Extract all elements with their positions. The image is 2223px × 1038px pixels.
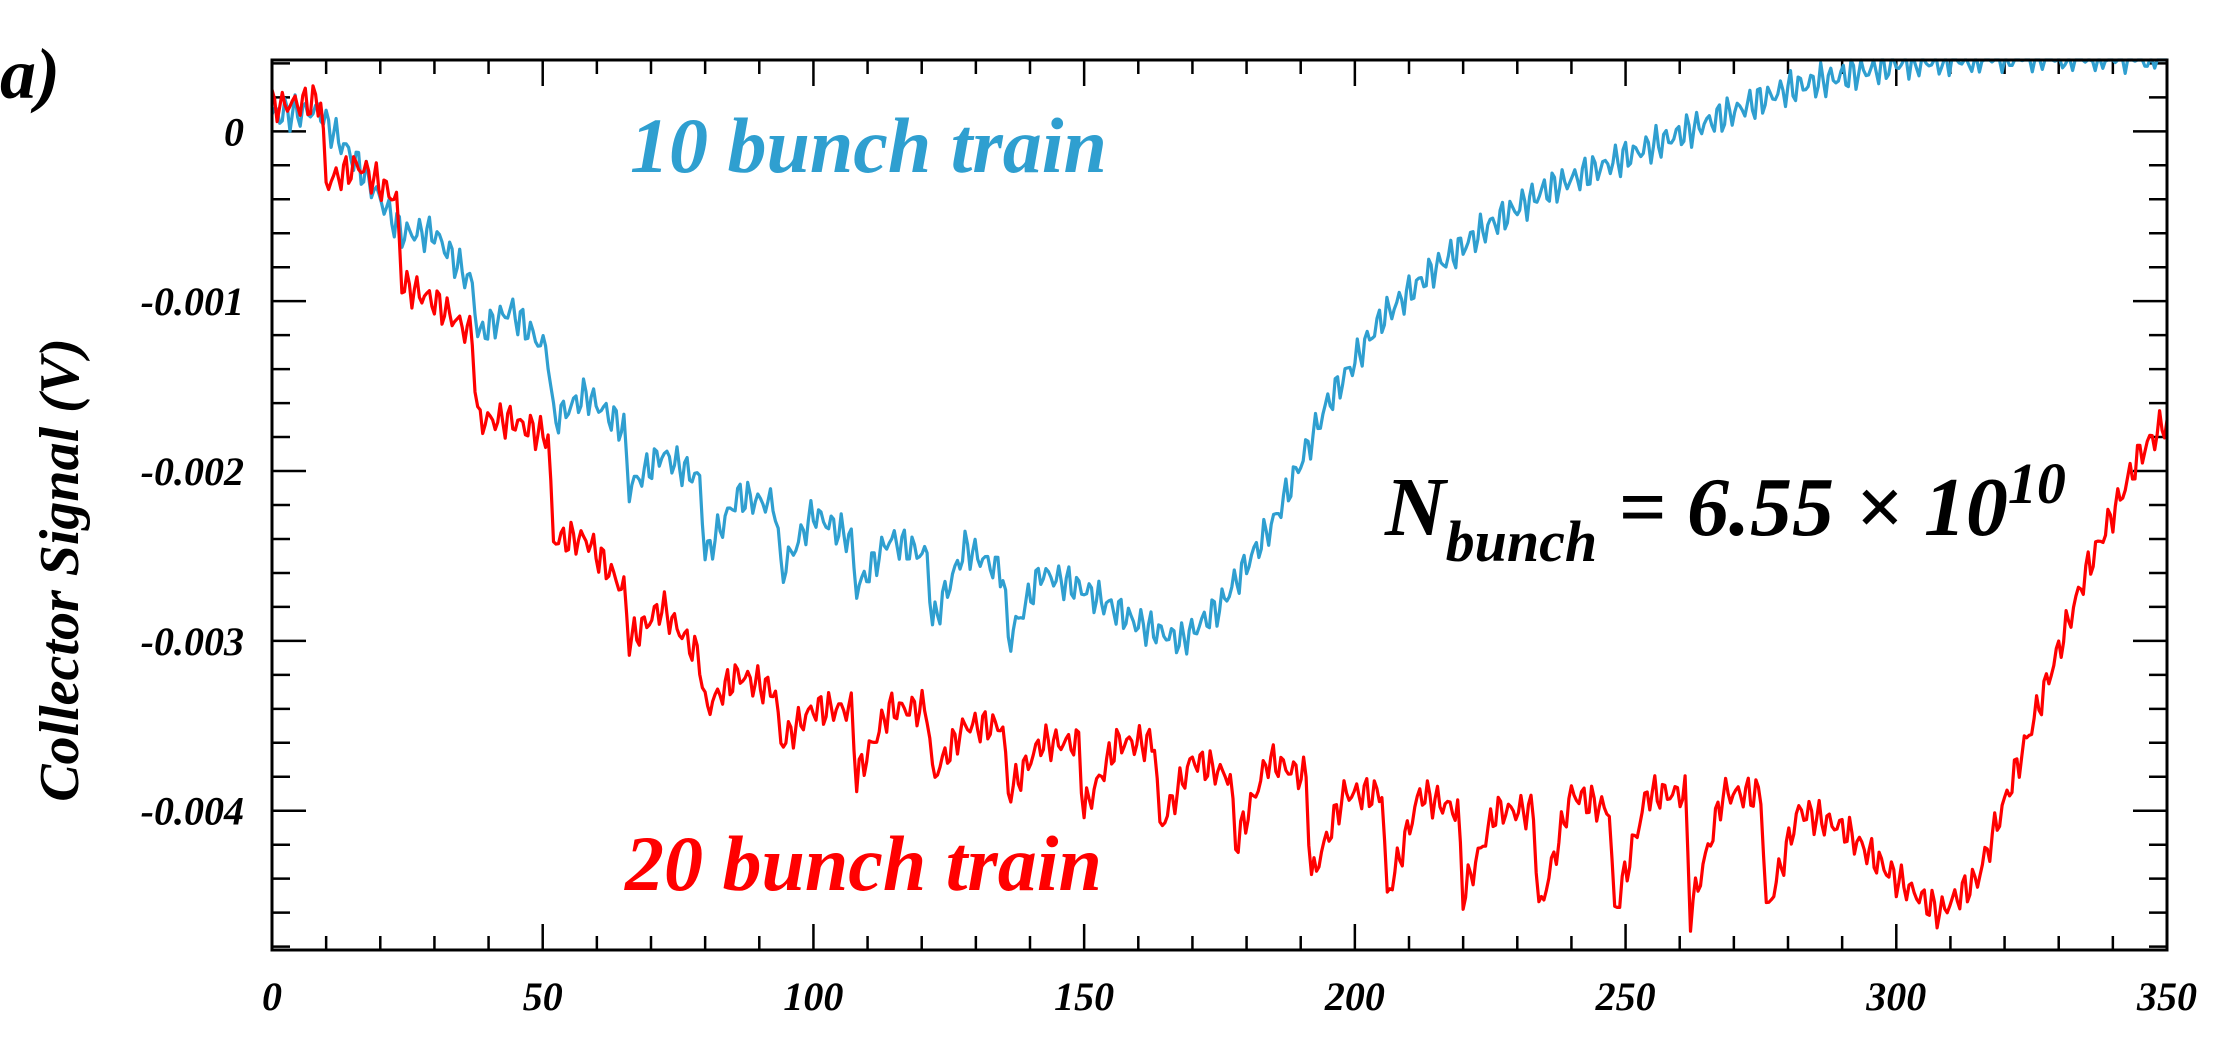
- x-tick-label: 200: [1324, 974, 1385, 1019]
- y-tick-label: -0.001: [141, 279, 244, 324]
- plot-area: 0 50 100 150 200 250 300 350 0 -0.001 -0.002 -0.003…: [141, 58, 2197, 1019]
- series-line-20-bunch: [270, 84, 2169, 933]
- series-label-10-bunch: 10 bunch train: [630, 102, 1107, 189]
- y-tick-label: -0.004: [141, 789, 244, 834]
- x-tick-label: 350: [2136, 974, 2197, 1019]
- annotation-mid: = 6.55 × 10: [1597, 461, 2008, 554]
- x-tick-label: 100: [783, 974, 843, 1019]
- plot-frame: [270, 58, 2169, 952]
- x-tick-label: 150: [1054, 974, 1114, 1019]
- axis-tick-labels: 0 50 100 150 200 250 300 350 0 -0.001 -0.002 -0.003…: [141, 109, 2197, 1019]
- y-tick-label: -0.002: [141, 449, 244, 494]
- series-lines: [270, 58, 2169, 933]
- series-label-20-bunch: 20 bunch train: [624, 820, 1102, 907]
- x-tick-label: 300: [1865, 974, 1926, 1019]
- annotation-subscript: bunch: [1446, 509, 1598, 574]
- x-tick-label: 0: [262, 974, 282, 1019]
- x-tick-label: 50: [523, 974, 563, 1019]
- annotation-exponent: 10: [2008, 451, 2066, 516]
- series-line-10-bunch: [270, 58, 2167, 656]
- y-axis-label: Collector Signal (V): [29, 338, 91, 802]
- panel-label: a): [0, 34, 60, 114]
- y-tick-label: -0.003: [141, 619, 244, 664]
- x-tick-label: 250: [1595, 974, 1656, 1019]
- annotation-base: N: [1384, 461, 1449, 554]
- y-tick-label: 0: [224, 109, 244, 154]
- bunch-population-annotation: Nbunch = 6.55 × 1010: [1384, 451, 2066, 574]
